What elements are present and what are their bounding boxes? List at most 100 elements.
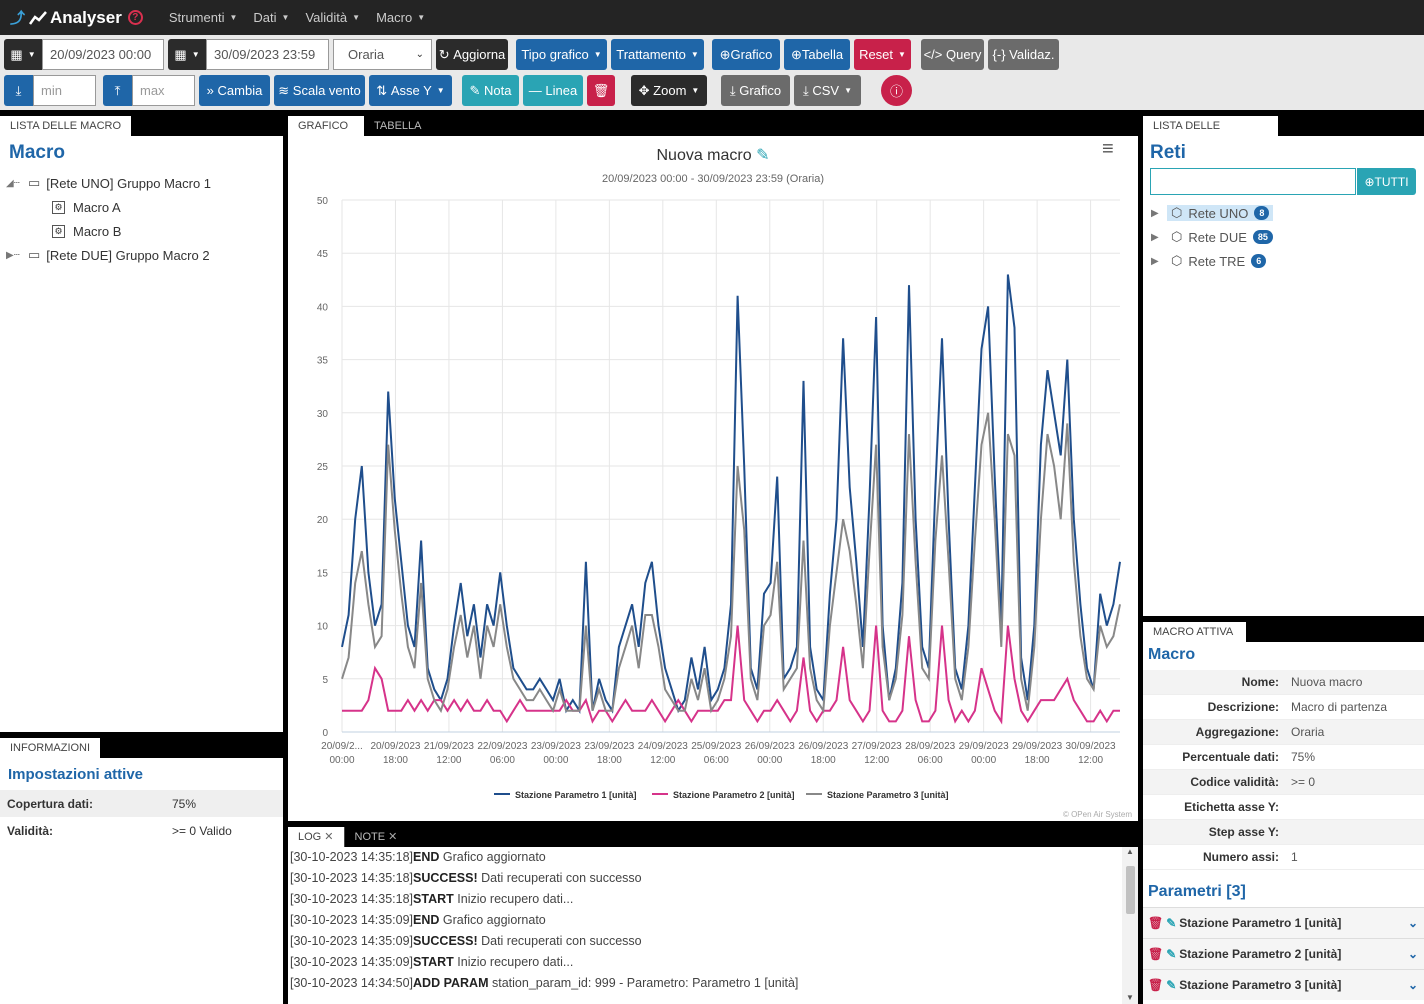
network-item[interactable]: ▶ ⬡ Rete TRE 6 <box>1151 249 1277 273</box>
trash-icon[interactable]: 🗑 <box>587 75 615 106</box>
info-tabbar: Informazioni <box>0 738 283 758</box>
x-tick-label: 00:00 <box>757 755 782 766</box>
add-chart-button[interactable]: ⊕ Grafico <box>712 39 780 70</box>
log-scrollbar[interactable]: ▲ ▼ <box>1122 847 1138 1004</box>
treatment-dropdown[interactable]: Trattamento ▼ <box>611 39 704 70</box>
line-chart: 0 5 10 15 20 25 30 35 40 45 50 20/09/2... 00:00 20/09… <box>317 196 1121 800</box>
zoom-dropdown[interactable]: ✥ Zoom ▼ <box>631 75 707 106</box>
y-max-input[interactable]: max <box>132 75 195 106</box>
calendar-from-icon[interactable]: ▦ ▼ <box>4 39 42 70</box>
chart-type-dropdown[interactable]: Tipo grafico ▼ <box>516 39 607 70</box>
plus-circle-icon: ⊕ <box>1364 174 1375 189</box>
folder-icon: ▭ <box>28 247 41 262</box>
date-from-input[interactable]: 20/09/2023 00:00 <box>42 39 164 70</box>
tab-info[interactable]: Informazioni <box>0 738 101 758</box>
add-table-button[interactable]: ⊕ Tabella <box>784 39 850 70</box>
chevron-down-icon[interactable]: ⌄ <box>1407 916 1418 930</box>
pencil-icon[interactable]: ✎ <box>1166 916 1177 930</box>
legend-item: Stazione Parametro 2 [unità] <box>673 790 795 800</box>
menu-macro[interactable]: Macro ▼ <box>376 10 426 25</box>
x-tick-label: 27/09/2023 <box>852 741 902 752</box>
log-line: [30-10-2023 14:35:18]END Grafico aggiorn… <box>290 850 546 864</box>
chevron-down-icon[interactable]: ⌄ <box>1407 978 1418 992</box>
macro-detail-row: Aggregazione: Oraria <box>1143 720 1424 745</box>
all-button[interactable]: ⊕ TUTTI <box>1357 168 1416 195</box>
x-tick-label: 23/09/2023 <box>531 741 581 752</box>
close-icon: ✕ <box>324 831 334 843</box>
tab-stations[interactable]: Lista delle stazioni <box>1143 116 1278 152</box>
download-chart-button[interactable]: ⤓ Grafico <box>721 75 790 106</box>
brand-name: Analyser <box>50 7 122 27</box>
chart-credits: © OPen Air System <box>1062 810 1132 819</box>
log-line: [30-10-2023 14:35:09]END Grafico aggiorn… <box>290 913 546 927</box>
change-button[interactable]: » Cambia <box>199 75 270 106</box>
y-tick-label: 25 <box>317 462 329 473</box>
left-tabbar: Lista delle macro <box>0 116 283 136</box>
arrow-up-icon[interactable]: ⤒ <box>103 75 132 106</box>
arrow-down-icon[interactable]: ⤓ <box>4 75 33 106</box>
y-tick-label: 15 <box>317 568 329 579</box>
calendar-to-icon[interactable]: ▦ ▼ <box>168 39 206 70</box>
network-item[interactable]: ▶ ⬡ Rete UNO 8 <box>1151 201 1277 225</box>
wind-scale-button[interactable]: ≋ Scala vento <box>274 75 365 106</box>
y-tick-label: 20 <box>317 515 329 526</box>
pencil-icon[interactable]: ✎ <box>756 147 770 164</box>
active-macro-panel: Macro Nome: Nuova macro Descrizione: Macro … <box>1143 642 1424 1004</box>
log-panel: [30-10-2023 14:35:18]END Grafico aggiorn… <box>288 847 1138 1004</box>
x-tick-label: 20/09/2... <box>321 741 363 752</box>
stations-panel: Reti ⊕ TUTTI ▶ ⬡ Rete UNO 8 ▶ ⬡ Rete DUE 85 ▶ ⬡ Ret… <box>1143 136 1424 616</box>
x-tick-label: 29/09/2023 <box>959 741 1009 752</box>
date-to-input[interactable]: 30/09/2023 23:59 <box>206 39 329 70</box>
menu-strumenti[interactable]: Strumenti ▼ <box>168 10 238 25</box>
y-axis-dropdown[interactable]: ⇅ Asse Y ▼ <box>369 75 452 106</box>
network-item[interactable]: ▶ ⬡ Rete DUE 85 <box>1151 225 1277 249</box>
trash-icon[interactable]: 🗑 <box>1148 947 1164 961</box>
tab-grafico[interactable]: Grafico <box>288 116 364 136</box>
log-line: [30-10-2023 14:35:09]START Inizio recupe… <box>290 955 574 969</box>
info-alert-icon[interactable]: ⓘ <box>881 75 912 106</box>
active-settings-title: Impostazioni attive <box>8 766 144 783</box>
y-tick-label: 5 <box>322 675 328 686</box>
parameter-row[interactable]: 🗑 ✎ Stazione Parametro 2 [unità] ⌄ <box>1143 938 1424 969</box>
pencil-icon[interactable]: ✎ <box>1166 947 1177 961</box>
line-button[interactable]: — Linea <box>523 75 583 106</box>
parameter-row[interactable]: 🗑 ✎ Stazione Parametro 1 [unità] ⌄ <box>1143 907 1424 938</box>
active-macro-title: Macro <box>1148 646 1196 663</box>
note-button[interactable]: ✎ Nota <box>462 75 519 106</box>
x-tick-label: 18:00 <box>1025 755 1050 766</box>
query-button[interactable]: </> Query <box>921 39 984 70</box>
tree-group-1[interactable]: ◢┄ ▭ [Rete UNO] Gruppo Macro 1 <box>6 175 212 191</box>
y-tick-label: 50 <box>317 196 329 207</box>
tree-group-2[interactable]: ▶┄ ▭ [Rete DUE] Gruppo Macro 2 <box>6 247 210 263</box>
refresh-button[interactable]: ↻ Aggiorna <box>436 39 508 70</box>
brand[interactable]: ⤴ Analyser ? <box>10 7 143 28</box>
tab-macro-list[interactable]: Lista delle macro <box>0 116 132 136</box>
trash-icon[interactable]: 🗑 <box>1148 978 1164 992</box>
y-min-group: ⤓ min <box>4 75 96 106</box>
macro-detail-row: Codice validità: >= 0 <box>1143 770 1424 795</box>
reset-dropdown[interactable]: Reset ▼ <box>854 39 911 70</box>
trash-icon[interactable]: 🗑 <box>1148 916 1164 930</box>
tab-log[interactable]: Log ✕ <box>288 827 344 847</box>
menu-dati[interactable]: Dati ▼ <box>253 10 290 25</box>
info-panel: Impostazioni attive Copertura dati: 75% V… <box>0 758 283 1004</box>
aggregation-select[interactable]: Oraria ⌄ <box>333 39 432 70</box>
pencil-icon[interactable]: ✎ <box>1166 978 1177 992</box>
x-tick-label: 25/09/2023 <box>691 741 741 752</box>
x-tick-label: 12:00 <box>1078 755 1103 766</box>
help-icon[interactable]: ? <box>127 10 143 25</box>
parameter-row[interactable]: 🗑 ✎ Stazione Parametro 3 [unità] ⌄ <box>1143 969 1424 1000</box>
csv-dropdown[interactable]: ⤓ CSV ▼ <box>794 75 861 106</box>
hamburger-menu-icon[interactable]: ≡ <box>1102 138 1114 160</box>
tab-tabella[interactable]: Tabella <box>364 116 432 136</box>
chevron-down-icon[interactable]: ⌄ <box>1407 947 1418 961</box>
y-min-input[interactable]: min <box>33 75 96 106</box>
tab-note[interactable]: Note ✕ <box>343 827 408 847</box>
analyser-logo-icon: ⤴ <box>10 10 26 27</box>
menu-validita[interactable]: Validità ▼ <box>305 10 361 25</box>
tree-item-macro-a[interactable]: ⚙ Macro A <box>6 195 211 219</box>
validate-button[interactable]: {-} Validaz. <box>988 39 1059 70</box>
station-search-input[interactable] <box>1150 168 1356 195</box>
tab-active-macro[interactable]: Macro attiva <box>1143 622 1246 642</box>
tree-item-macro-b[interactable]: ⚙ Macro B <box>6 219 211 243</box>
